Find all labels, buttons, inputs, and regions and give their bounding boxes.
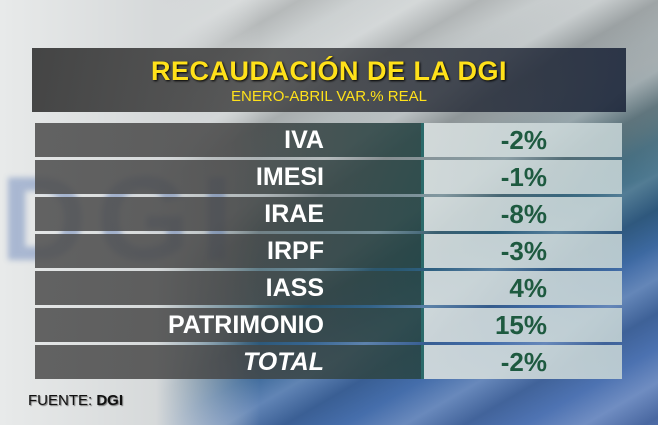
page-subtitle: ENERO-ABRIL VAR.% REAL <box>231 88 427 105</box>
tax-value: 15% <box>424 308 622 342</box>
tax-label: IRAE <box>35 197 424 231</box>
source-credit: FUENTE: DGI <box>28 392 123 409</box>
table-row: PATRIMONIO 15% <box>35 308 622 342</box>
source-value: DGI <box>96 392 124 409</box>
tax-label: PATRIMONIO <box>35 308 424 342</box>
title-banner: RECAUDACIÓN DE LA DGI ENERO-ABRIL VAR.% … <box>32 48 626 112</box>
total-label: TOTAL <box>35 345 424 379</box>
table-row: IASS 4% <box>35 271 622 305</box>
table-row: IVA -2% <box>35 123 622 157</box>
tax-value: -8% <box>424 197 622 231</box>
total-row: TOTAL -2% <box>35 345 622 379</box>
tax-label: IMESI <box>35 160 424 194</box>
tax-value: -3% <box>424 234 622 268</box>
page-title: RECAUDACIÓN DE LA DGI <box>150 56 507 86</box>
tax-label: IASS <box>35 271 424 305</box>
source-label: FUENTE: <box>28 392 93 409</box>
tax-label: IRPF <box>35 234 424 268</box>
table-row: IRPF -3% <box>35 234 622 268</box>
tax-label: IVA <box>35 123 424 157</box>
table-row: IRAE -8% <box>35 197 622 231</box>
tax-value: -2% <box>424 123 622 157</box>
table-row: IMESI -1% <box>35 160 622 194</box>
tax-table: IVA -2% IMESI -1% IRAE -8% IRPF -3% IASS… <box>35 123 622 379</box>
total-value: -2% <box>424 345 622 379</box>
tax-value: -1% <box>424 160 622 194</box>
tax-value: 4% <box>424 271 622 305</box>
